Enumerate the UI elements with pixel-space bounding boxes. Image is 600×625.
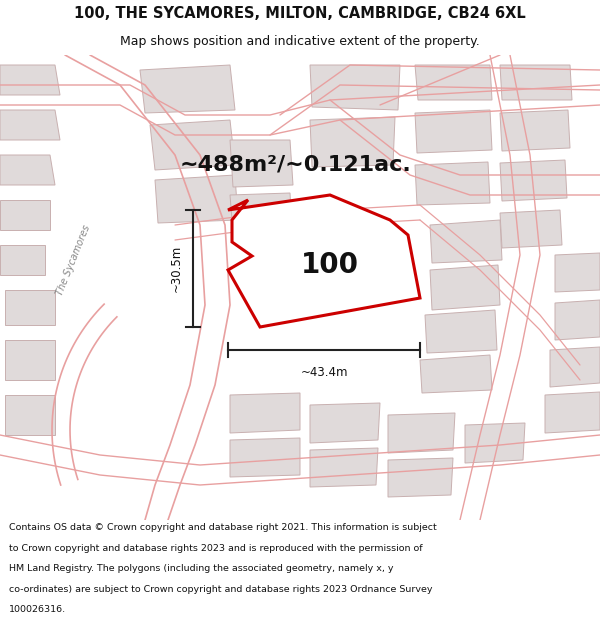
Polygon shape xyxy=(500,160,567,201)
Polygon shape xyxy=(388,413,455,453)
Polygon shape xyxy=(500,210,562,248)
Polygon shape xyxy=(150,120,235,170)
Polygon shape xyxy=(5,395,55,435)
Text: Map shows position and indicative extent of the property.: Map shows position and indicative extent… xyxy=(120,35,480,48)
Polygon shape xyxy=(0,155,55,185)
Text: co-ordinates) are subject to Crown copyright and database rights 2023 Ordnance S: co-ordinates) are subject to Crown copyr… xyxy=(9,584,433,594)
Polygon shape xyxy=(230,193,292,233)
Polygon shape xyxy=(310,65,400,110)
Polygon shape xyxy=(415,162,490,205)
Polygon shape xyxy=(388,458,453,497)
Text: Contains OS data © Crown copyright and database right 2021. This information is : Contains OS data © Crown copyright and d… xyxy=(9,523,437,532)
Polygon shape xyxy=(555,300,600,340)
Polygon shape xyxy=(415,65,492,100)
Polygon shape xyxy=(0,65,60,95)
Polygon shape xyxy=(5,290,55,325)
Text: ~30.5m: ~30.5m xyxy=(170,245,183,292)
Text: 100, THE SYCAMORES, MILTON, CAMBRIDGE, CB24 6XL: 100, THE SYCAMORES, MILTON, CAMBRIDGE, C… xyxy=(74,6,526,21)
Polygon shape xyxy=(155,175,238,223)
Polygon shape xyxy=(230,393,300,433)
Text: ~488m²/~0.121ac.: ~488m²/~0.121ac. xyxy=(179,155,411,175)
Polygon shape xyxy=(465,423,525,463)
Text: to Crown copyright and database rights 2023 and is reproduced with the permissio: to Crown copyright and database rights 2… xyxy=(9,544,422,552)
Text: 100: 100 xyxy=(301,251,359,279)
Polygon shape xyxy=(310,117,395,167)
Polygon shape xyxy=(5,340,55,380)
Polygon shape xyxy=(430,265,500,310)
Polygon shape xyxy=(230,140,293,187)
Polygon shape xyxy=(430,220,502,263)
Polygon shape xyxy=(425,310,497,353)
Polygon shape xyxy=(0,200,50,230)
Polygon shape xyxy=(550,347,600,387)
Polygon shape xyxy=(545,392,600,433)
Polygon shape xyxy=(420,355,492,393)
Polygon shape xyxy=(230,438,300,477)
Text: The Sycamores: The Sycamores xyxy=(54,223,92,297)
Text: HM Land Registry. The polygons (including the associated geometry, namely x, y: HM Land Registry. The polygons (includin… xyxy=(9,564,394,573)
Polygon shape xyxy=(0,110,60,140)
Polygon shape xyxy=(415,110,492,153)
Polygon shape xyxy=(500,65,572,100)
Text: ~43.4m: ~43.4m xyxy=(300,366,348,379)
Polygon shape xyxy=(500,110,570,151)
Polygon shape xyxy=(140,65,235,113)
Polygon shape xyxy=(0,245,45,275)
Polygon shape xyxy=(555,253,600,292)
Text: 100026316.: 100026316. xyxy=(9,605,66,614)
Polygon shape xyxy=(228,195,420,327)
Polygon shape xyxy=(310,403,380,443)
Polygon shape xyxy=(310,448,378,487)
